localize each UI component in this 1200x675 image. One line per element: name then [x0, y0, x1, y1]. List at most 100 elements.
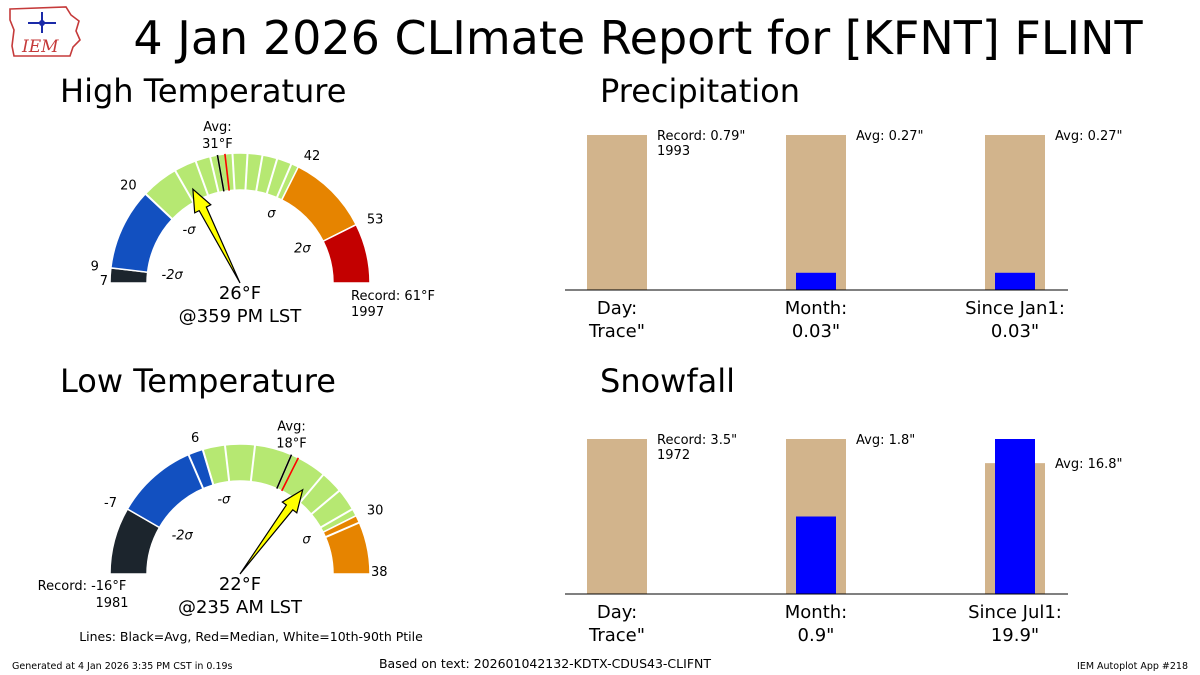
percentile-line	[223, 444, 231, 482]
category-label: Day:	[597, 298, 637, 319]
gauge-band-red	[322, 223, 371, 284]
average-line	[216, 154, 225, 192]
avg-label: Avg:	[203, 120, 231, 135]
sigma-label: 2σ	[294, 242, 311, 257]
bar-annotation: Avg: 1.8"	[856, 433, 915, 448]
iowa-outline-icon	[9, 6, 81, 57]
category-value: 19.9"	[991, 625, 1039, 646]
record-label: Record: -16°F	[38, 579, 127, 594]
gauge-band-blue	[126, 448, 215, 529]
bar-annotation: 1993	[657, 144, 690, 159]
percentile-line	[244, 153, 249, 191]
generated-note: Generated at 4 Jan 2026 3:35 PM CST in 0…	[12, 661, 233, 672]
percentile-line	[255, 154, 264, 192]
bar-annotation: Record: 0.79"	[657, 129, 745, 144]
band-value-label: 7	[100, 274, 108, 289]
category-value: 0.9"	[798, 625, 835, 646]
category-value: Trace"	[588, 625, 645, 646]
reference-bar	[786, 135, 846, 290]
band-value-label: -7	[104, 496, 117, 511]
observed-time: @235 AM LST	[178, 597, 303, 618]
band-value-label: 42	[304, 149, 321, 164]
percentile-line	[187, 454, 205, 490]
snowfall-chart: Snowfall Record: 3.5"1972 Day:Trace" Avg: 1…	[565, 362, 1123, 646]
median-line	[281, 457, 300, 492]
observed-bar	[796, 516, 836, 594]
avg-value-label: 18°F	[276, 437, 307, 452]
band-value-label: 38	[371, 565, 388, 580]
chart-title: Precipitation	[600, 72, 800, 110]
percentile-line	[320, 508, 354, 529]
percentile-line	[310, 489, 341, 515]
observed-value: 22°F	[219, 574, 261, 595]
sigma-label: -2σ	[172, 529, 194, 544]
record-year: 1981	[95, 596, 128, 611]
app-id-note: IEM Autoplot App #218	[1077, 661, 1188, 672]
observed-value: 26°F	[219, 283, 261, 304]
bar-annotation: Avg: 0.27"	[1055, 129, 1123, 144]
bar-annotation: Avg: 0.27"	[856, 129, 924, 144]
average-line	[276, 454, 293, 489]
low-temperature-gauge: Low Temperature -7 6 30 38 -2σ -σ σ Avg: 18°F 22°F…	[38, 362, 388, 618]
category-value: 0.03"	[792, 321, 840, 342]
record-label: Record: 61°F	[351, 289, 435, 304]
band-value-label: 30	[367, 503, 384, 518]
weather-vane-hub	[39, 20, 45, 26]
percentile-line	[265, 158, 279, 195]
page-title: 4 Jan 2026 CLImate Report for [KFNT] FLI…	[133, 11, 1143, 65]
lines-legend: Lines: Black=Avg, Red=Median, White=10th…	[79, 629, 423, 644]
bar-annotation: 1972	[657, 448, 690, 463]
category-label: Month:	[785, 602, 847, 623]
observed-bar	[796, 272, 836, 290]
iem-logo: IEM	[9, 6, 81, 57]
sigma-label: -2σ	[162, 268, 184, 283]
precipitation-chart: Precipitation Record: 0.79"1993 Day:Trace"…	[565, 72, 1123, 342]
sigma-label: σ	[302, 533, 311, 548]
percentile-line	[249, 444, 257, 482]
category-value: Trace"	[588, 321, 645, 342]
percentile-line	[174, 169, 195, 203]
bar-annotation: Record: 3.5"	[657, 433, 737, 448]
percentile-line	[324, 521, 360, 539]
category-label: Day:	[597, 602, 637, 623]
high-temperature-gauge: High Temperature 79 20 42 53 -2σ -σ σ 2σ Avg: 31°F…	[60, 72, 435, 327]
band-value-label: 9	[91, 260, 99, 275]
observed-time: @359 PM LST	[179, 306, 303, 327]
gauge-title: High Temperature	[60, 72, 346, 110]
avg-value-label: 31°F	[202, 137, 233, 152]
percentile-line	[144, 193, 174, 220]
sigma-label: -σ	[183, 223, 197, 238]
category-label: Since Jan1:	[965, 298, 1065, 319]
chart-title: Snowfall	[600, 362, 735, 400]
observed-needle	[192, 187, 241, 284]
observed-bar	[995, 272, 1035, 290]
gauge-band-orange	[322, 514, 371, 575]
category-value: 0.03"	[991, 321, 1039, 342]
sigma-label: -σ	[217, 492, 231, 507]
category-label: Month:	[785, 298, 847, 319]
record-year: 1997	[351, 305, 384, 320]
reference-bar	[985, 135, 1045, 290]
bar-annotation: Avg: 16.8"	[1055, 457, 1123, 472]
logo-text: IEM	[21, 37, 59, 57]
observed-bar	[995, 439, 1035, 594]
band-value-label: 53	[367, 212, 384, 227]
percentile-line	[299, 473, 325, 504]
percentile-line	[194, 160, 210, 196]
category-label: Since Jul1:	[968, 602, 1062, 623]
reference-bar	[587, 135, 647, 290]
avg-label: Avg:	[277, 420, 305, 435]
reference-bar	[587, 439, 647, 594]
observed-needle	[239, 488, 304, 575]
percentile-line	[275, 163, 293, 199]
sigma-label: σ	[267, 206, 276, 221]
percentile-line	[201, 449, 215, 486]
band-value-label: 20	[120, 179, 137, 194]
percentile-line	[231, 153, 236, 191]
median-line	[224, 153, 230, 191]
percentile-line	[209, 156, 220, 193]
band-value-label: 6	[191, 431, 199, 446]
source-text-note: Based on text: 202601042132-KDTX-CDUS43-…	[379, 656, 711, 671]
gauge-title: Low Temperature	[60, 362, 336, 400]
